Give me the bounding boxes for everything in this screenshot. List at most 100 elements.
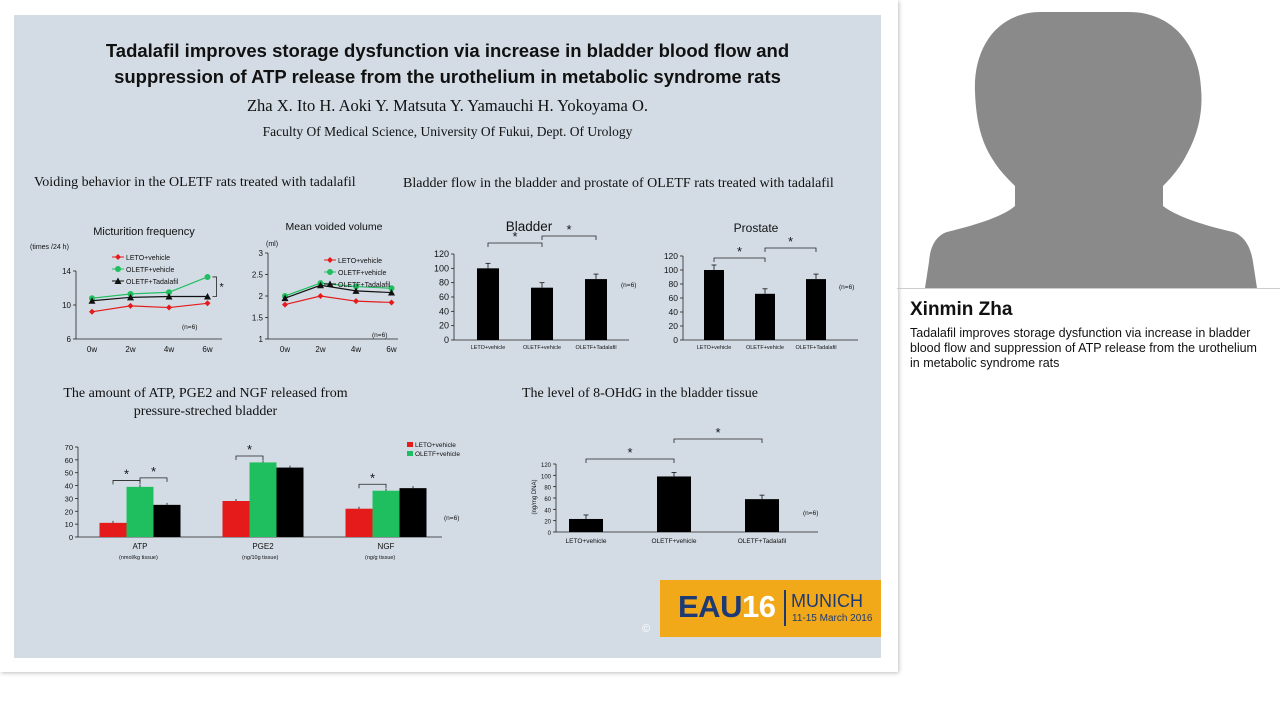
significance-2-bracket bbox=[541, 235, 597, 240]
data-point bbox=[317, 281, 324, 289]
atp-pge2-ngf-release-chart: 0 10 20 30 40 50 60 70 ATP (nmol/kg tissue) PGE2 (n… bbox=[65, 442, 460, 561]
category-label: NGF bbox=[378, 542, 395, 551]
legend-marker bbox=[326, 280, 334, 287]
atp-significance-2-bracket bbox=[139, 477, 168, 482]
bar bbox=[249, 462, 277, 537]
data-point bbox=[353, 298, 359, 305]
y-tick-label: 60 bbox=[669, 293, 679, 303]
significance-2-star: * bbox=[788, 234, 793, 249]
y-tick-label: 60 bbox=[65, 456, 73, 465]
atp-significance-2-star: * bbox=[151, 464, 156, 479]
logo-date: 11-15 March 2016 bbox=[792, 613, 873, 624]
significance-1-bracket bbox=[487, 242, 543, 247]
bar bbox=[276, 467, 304, 537]
n-note: (n=6) bbox=[182, 324, 197, 331]
slide-title-line1: Tadalafil improves storage dysfunction v… bbox=[105, 40, 790, 61]
bar bbox=[399, 488, 427, 537]
data-point bbox=[127, 293, 134, 301]
y-tick-label: 60 bbox=[544, 497, 551, 503]
y-tick-label: 0 bbox=[673, 335, 678, 345]
legend-marker bbox=[115, 266, 121, 272]
x-tick-label: 4w bbox=[164, 345, 174, 354]
category-label: OLETF+vehicle bbox=[523, 345, 561, 351]
chart-title: Mean voided volume bbox=[286, 221, 383, 233]
category-label: ATP bbox=[133, 542, 148, 551]
y-tick-label: 120 bbox=[434, 249, 449, 259]
y-tick-label: 120 bbox=[664, 251, 678, 261]
category-label: OLETF+Tadalafil bbox=[738, 538, 787, 545]
y-tick-label: 6 bbox=[67, 335, 72, 344]
y-tick-label: 70 bbox=[65, 443, 73, 452]
data-point bbox=[127, 302, 134, 309]
significance-star: * bbox=[220, 282, 225, 294]
y-tick-label: 20 bbox=[544, 520, 551, 526]
legend-marker bbox=[115, 254, 121, 260]
y-tick-label: 60 bbox=[439, 292, 449, 302]
category-label: LETO+vehicle bbox=[471, 345, 506, 351]
significance-bracket bbox=[212, 276, 217, 297]
bar bbox=[806, 279, 826, 340]
bar bbox=[153, 504, 181, 537]
y-tick-label: 30 bbox=[65, 494, 73, 503]
y-tick-label: 40 bbox=[669, 307, 679, 317]
significance-1-bracket bbox=[585, 458, 675, 463]
bar bbox=[477, 268, 499, 340]
y-tick-label: 14 bbox=[62, 267, 71, 276]
y-tick-label: 0 bbox=[444, 335, 449, 345]
significance-1-star: * bbox=[627, 445, 632, 460]
y-tick-label: 40 bbox=[439, 306, 449, 316]
unit-label: (ng/g tissue) bbox=[365, 555, 395, 561]
x-tick-label: 2w bbox=[315, 345, 325, 354]
pge2-significance-bracket bbox=[235, 455, 264, 460]
y-tick-label: 20 bbox=[669, 321, 679, 331]
data-point bbox=[88, 297, 96, 304]
legend-marker bbox=[327, 269, 333, 275]
legend-label: OLETF+Tadalafil bbox=[126, 279, 179, 286]
data-point bbox=[353, 283, 359, 290]
significance-2-bracket bbox=[764, 247, 817, 252]
data-point bbox=[89, 308, 95, 315]
legend-label: OLETF+vehicle bbox=[126, 267, 175, 274]
y-tick-label: 1.5 bbox=[252, 314, 264, 323]
n-note: (n=6) bbox=[621, 282, 636, 289]
slide-frame: Tadalafil improves storage dysfunction v… bbox=[14, 15, 881, 658]
y-tick-label: 100 bbox=[541, 474, 552, 480]
legend-swatch bbox=[407, 451, 413, 456]
x-tick-label: 6w bbox=[202, 345, 212, 354]
legend-marker bbox=[114, 277, 122, 284]
x-tick-label: 6w bbox=[386, 345, 396, 354]
bar bbox=[372, 490, 400, 537]
significance-1-star: * bbox=[512, 229, 517, 244]
y-axis-label: (times /24 h) bbox=[30, 244, 69, 251]
section-bloodflow-title: Bladder flow in the bladder and prostate… bbox=[403, 176, 834, 191]
speaker-avatar bbox=[911, 0, 1280, 288]
legend-marker bbox=[327, 257, 333, 263]
bar bbox=[345, 508, 373, 537]
y-tick-label: 20 bbox=[439, 321, 449, 331]
speaker-divider bbox=[897, 288, 1280, 289]
legend-label: OLETF+Tadalafil bbox=[338, 282, 391, 289]
y-tick-label: 1 bbox=[259, 335, 264, 344]
ngf-significance-star: * bbox=[370, 470, 375, 485]
y-axis-label: (ng/mg DNA) bbox=[532, 479, 538, 514]
affiliation: Faculty Of Medical Science, University O… bbox=[262, 124, 633, 139]
y-tick-label: 100 bbox=[664, 265, 678, 275]
slide: Tadalafil improves storage dysfunction v… bbox=[14, 15, 881, 658]
significance-2-star: * bbox=[715, 425, 720, 440]
n-note: (n=6) bbox=[803, 510, 818, 517]
section-voiding-title: Voiding behavior in the OLETF rats treat… bbox=[34, 175, 356, 190]
x-tick-label: 2w bbox=[125, 345, 135, 354]
eau-wordmark: EAU16 bbox=[678, 589, 776, 624]
series-line-2 bbox=[284, 284, 392, 299]
x-tick-label: 0w bbox=[87, 345, 97, 354]
bar bbox=[99, 522, 127, 537]
bladder-blood-flow-chart: Bladder 0 20 40 60 80 100 120 LETO+vehicle OLETF+… bbox=[434, 219, 636, 351]
authors: Zha X. Ito H. Aoki Y. Matsuta Y. Yamauch… bbox=[246, 96, 649, 115]
data-point bbox=[281, 294, 289, 302]
copyright-icon: © bbox=[642, 623, 651, 635]
bar bbox=[585, 279, 607, 340]
section-release-title: The amount of ATP, PGE2 and NGF released… bbox=[34, 385, 377, 421]
unit-label: (ng/10g tissue) bbox=[242, 555, 279, 561]
bar bbox=[569, 518, 603, 532]
logo-divider bbox=[784, 590, 786, 626]
